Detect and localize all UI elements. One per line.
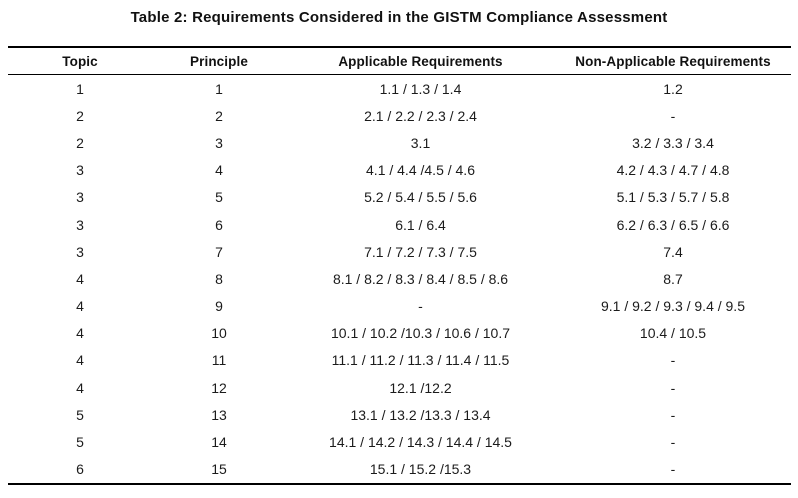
- table-cell: 4.2 / 4.3 / 4.7 / 4.8: [616, 162, 730, 179]
- table-row: 3 6 6.1 / 6.4 6.2 / 6.3 / 6.5 / 6.6: [8, 211, 791, 238]
- table-cell: 10.4 / 10.5: [639, 325, 707, 342]
- table-cell: 5: [76, 406, 84, 423]
- table-cell: 6.1 / 6.4: [395, 216, 446, 233]
- table-cell: 3.1: [410, 134, 431, 151]
- table-cell: 4: [76, 352, 84, 369]
- table-cell: -: [670, 434, 676, 451]
- table-cell: 8.7: [663, 270, 683, 287]
- table-cell: 1: [215, 80, 223, 97]
- table-cell: 5: [215, 189, 223, 206]
- column-header-topic: Topic: [7, 47, 153, 75]
- table-cell: 13: [211, 406, 227, 423]
- table-cell: 6.2 / 6.3 / 6.5 / 6.6: [616, 216, 730, 233]
- table-cell: 11: [211, 352, 227, 369]
- table-cell: 5.1 / 5.3 / 5.7 / 5.8: [616, 189, 730, 206]
- table-cell: -: [670, 352, 676, 369]
- table-cell: 2: [76, 134, 84, 151]
- table-cell: 14.1 / 14.2 / 14.3 / 14.4 / 14.5: [329, 434, 512, 451]
- column-header-non-applicable-requirements: Non-Applicable Requirements: [555, 47, 791, 75]
- table-row: 2 3 3.1 3.2 / 3.3 / 3.4: [8, 129, 791, 156]
- table-cell: 4: [76, 298, 84, 315]
- table-row: 4 9 - 9.1 / 9.2 / 9.3 / 9.4 / 9.5: [8, 293, 791, 320]
- requirements-table: Topic Principle Applicable Requirements Non…: [7, 46, 791, 485]
- table-row: 3 4 4.1 / 4.4 /4.5 / 4.6 4.2 / 4.3 / 4.7 / …: [8, 157, 791, 184]
- table-row: 4 11 11.1 / 11.2 / 11.3 / 11.4 / 11.5 -: [8, 347, 791, 374]
- table-row: 2 2 2.1 / 2.2 / 2.3 / 2.4 -: [8, 102, 791, 129]
- table-cell: -: [670, 379, 676, 396]
- table-cell: 7: [215, 243, 223, 260]
- table-title: Table 2: Requirements Considered in the …: [130, 9, 668, 26]
- table-cell: 11.1 / 11.2 / 11.3 / 11.4 / 11.5: [331, 352, 510, 369]
- table-cell: -: [670, 406, 676, 423]
- table-row: 4 10 10.1 / 10.2 /10.3 / 10.6 / 10.7 10.4 /…: [8, 320, 791, 347]
- column-header-applicable-requirements: Applicable Requirements: [285, 47, 556, 75]
- table-cell: -: [670, 461, 676, 478]
- table-cell: 10.1 / 10.2 /10.3 / 10.6 / 10.7: [330, 325, 511, 342]
- table-row: 5 14 14.1 / 14.2 / 14.3 / 14.4 / 14.5 -: [8, 428, 791, 455]
- table-cell: 8: [215, 270, 223, 287]
- table-row: 1 1 1.1 / 1.3 / 1.4 1.2: [8, 75, 791, 103]
- table-cell: 2: [76, 107, 84, 124]
- table-cell: -: [670, 107, 676, 124]
- table-cell: 14: [211, 434, 227, 451]
- table-cell: 5.2 / 5.4 / 5.5 / 5.6: [364, 189, 477, 206]
- table-cell: 5: [76, 434, 84, 451]
- header-row: Topic Principle Applicable Requirements Non…: [7, 47, 791, 75]
- table-cell: 4: [76, 325, 84, 342]
- table-row: 4 8 8.1 / 8.2 / 8.3 / 8.4 / 8.5 / 8.6 8.7: [8, 265, 791, 292]
- table-cell: 2: [215, 107, 223, 124]
- table-cell: 2.1 / 2.2 / 2.3 / 2.4: [364, 107, 477, 124]
- table-cell: 4: [215, 162, 223, 179]
- table-cell: 1: [76, 80, 84, 97]
- table-cell: 3: [215, 134, 223, 151]
- table-row: 3 7 7.1 / 7.2 / 7.3 / 7.5 7.4: [8, 238, 791, 265]
- table-cell: 7.4: [663, 243, 683, 260]
- table-row: 5 13 13.1 / 13.2 /13.3 / 13.4 -: [8, 401, 791, 428]
- table-cell: 4: [76, 379, 84, 396]
- table-cell: 12: [211, 379, 227, 396]
- table-cell: 3.2 / 3.3 / 3.4: [632, 134, 714, 151]
- table-cell: 6: [215, 216, 223, 233]
- table-cell: 12.1 /12.2: [389, 379, 452, 396]
- table-cell: 8.1 / 8.2 / 8.3 / 8.4 / 8.5 / 8.6: [332, 270, 509, 287]
- column-header-principle: Principle: [152, 47, 286, 75]
- table-row: 3 5 5.2 / 5.4 / 5.5 / 5.6 5.1 / 5.3 / 5.7 /…: [8, 184, 791, 211]
- table-cell: 9.1 / 9.2 / 9.3 / 9.4 / 9.5: [601, 298, 745, 315]
- table-cell: 15.1 / 15.2 /15.3: [369, 461, 472, 478]
- table-cell: 10: [211, 325, 227, 342]
- table-cell: 4.1 / 4.4 /4.5 / 4.6: [366, 162, 475, 179]
- table-cell: 6: [76, 461, 84, 478]
- table-row: 4 12 12.1 /12.2 -: [8, 374, 791, 401]
- table-cell: 9: [215, 298, 223, 315]
- table-header: Topic Principle Applicable Requirements Non…: [7, 47, 791, 75]
- table-cell: 15: [211, 461, 227, 478]
- table-cell: 3: [76, 162, 84, 179]
- table-row: 6 15 15.1 / 15.2 /15.3 -: [8, 456, 791, 484]
- table-cell: 3: [76, 216, 84, 233]
- table-cell: 4: [76, 270, 84, 287]
- table-cell: 3: [76, 189, 84, 206]
- table-body: 1 1 1.1 / 1.3 / 1.4 1.2 2 2 2.1 / 2.2 / 2.3 / …: [8, 75, 791, 484]
- table-cell: 3: [76, 243, 84, 260]
- table-cell: 7.1 / 7.2 / 7.3 / 7.5: [364, 243, 477, 260]
- table-cell: 1.2: [663, 80, 683, 97]
- table-cell: -: [418, 298, 423, 315]
- table-cell: 13.1 / 13.2 /13.3 / 13.4: [350, 406, 491, 423]
- table-cell: 1.1 / 1.3 / 1.4: [379, 80, 462, 97]
